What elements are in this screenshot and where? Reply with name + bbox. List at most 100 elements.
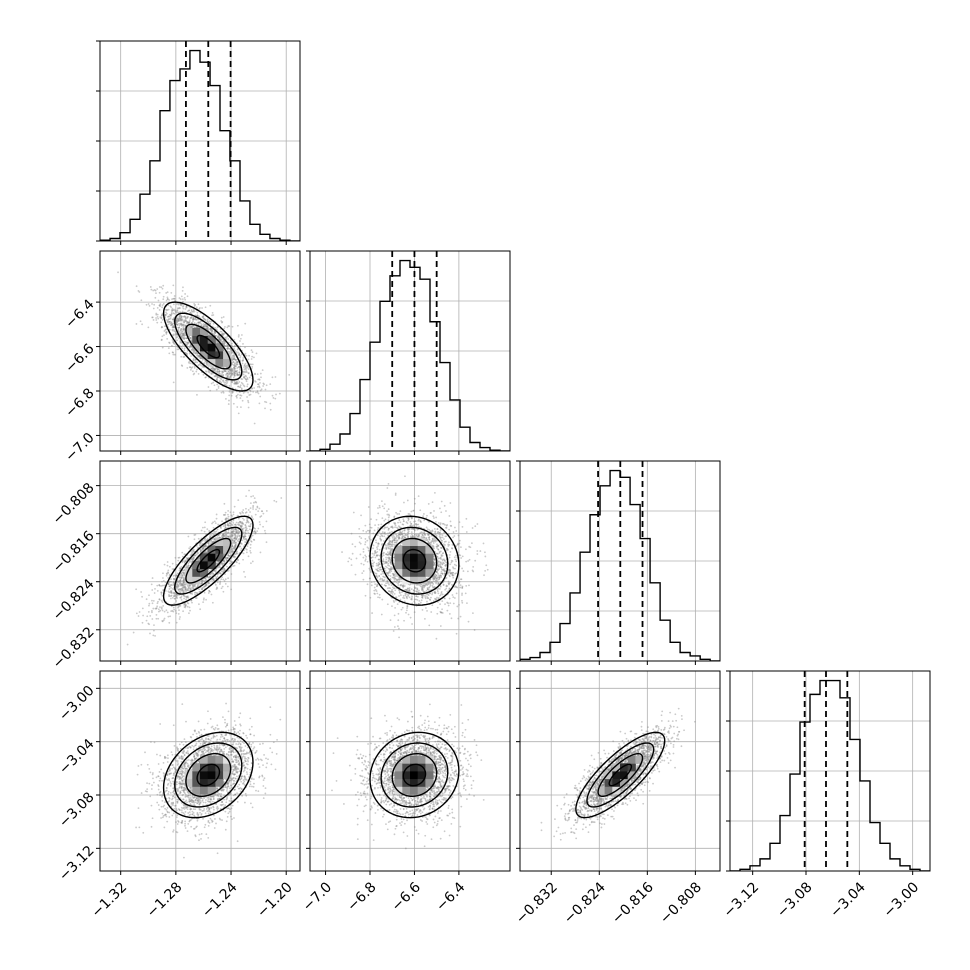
scatter-point bbox=[177, 320, 179, 323]
scatter-point bbox=[171, 329, 174, 332]
scatter-point bbox=[236, 360, 239, 363]
scatter-point bbox=[215, 567, 218, 570]
scatter-point bbox=[236, 361, 239, 363]
scatter-point bbox=[251, 387, 254, 390]
scatter-point bbox=[174, 311, 177, 314]
scatter-point bbox=[249, 524, 252, 526]
scatter-point bbox=[192, 318, 194, 321]
scatter-point bbox=[261, 369, 264, 372]
scatter-point bbox=[234, 382, 237, 385]
scatter-point bbox=[216, 336, 219, 339]
scatter-point bbox=[212, 367, 215, 370]
scatter-point bbox=[222, 590, 225, 593]
scatter-point bbox=[172, 583, 175, 586]
scatter-point bbox=[191, 325, 193, 328]
scatter-point bbox=[173, 312, 176, 315]
scatter-point bbox=[210, 373, 213, 375]
scatter-point bbox=[223, 369, 226, 372]
scatter-point bbox=[194, 352, 197, 355]
scatter-point bbox=[155, 319, 158, 321]
scatter-point bbox=[207, 576, 210, 579]
scatter-point bbox=[187, 321, 190, 324]
scatter-point bbox=[217, 335, 220, 338]
scatter-point bbox=[230, 523, 232, 525]
scatter-point bbox=[170, 309, 173, 311]
scatter-point bbox=[212, 369, 215, 372]
scatter-point bbox=[227, 510, 230, 512]
scatter-point bbox=[187, 597, 190, 599]
scatter-point bbox=[215, 517, 218, 520]
scatter-point bbox=[201, 580, 204, 583]
scatter-point bbox=[222, 341, 225, 344]
scatter-point bbox=[225, 517, 228, 520]
scatter-point bbox=[233, 369, 236, 371]
scatter-point bbox=[224, 370, 227, 373]
scatter-point bbox=[186, 321, 189, 323]
scatter-point bbox=[226, 346, 229, 349]
scatter-point bbox=[179, 591, 182, 594]
scatter-point bbox=[240, 527, 243, 530]
scatter-point bbox=[188, 584, 191, 586]
scatter-point bbox=[232, 352, 235, 355]
scatter-point bbox=[212, 372, 214, 375]
scatter-point bbox=[249, 546, 252, 549]
scatter-point bbox=[172, 381, 175, 384]
scatter-point bbox=[173, 330, 176, 333]
scatter-point bbox=[202, 547, 205, 550]
scatter-point bbox=[205, 325, 207, 328]
scatter-point bbox=[175, 303, 178, 305]
scatter-point bbox=[244, 346, 246, 349]
scatter-point bbox=[158, 598, 161, 601]
scatter-point bbox=[275, 393, 277, 396]
scatter-point bbox=[207, 582, 210, 585]
scatter-point bbox=[192, 585, 195, 587]
scatter-point bbox=[182, 334, 185, 337]
scatter-point bbox=[223, 514, 226, 516]
scatter-point bbox=[182, 572, 185, 575]
scatter-point bbox=[244, 541, 246, 543]
scatter-point bbox=[241, 522, 244, 525]
scatter-point bbox=[211, 366, 214, 369]
scatter-point bbox=[161, 620, 164, 623]
scatter-point bbox=[246, 364, 249, 367]
density-cell bbox=[223, 358, 232, 367]
scatter-point bbox=[236, 373, 239, 376]
scatter-point bbox=[234, 358, 237, 361]
scatter-point bbox=[247, 358, 250, 361]
density-cell bbox=[192, 335, 201, 344]
scatter-point bbox=[182, 337, 184, 340]
scatter-point bbox=[227, 535, 230, 538]
scatter-point bbox=[234, 381, 237, 384]
scatter-point bbox=[173, 595, 175, 597]
scatter-point bbox=[216, 535, 219, 537]
scatter-point bbox=[239, 512, 242, 515]
scatter-point bbox=[184, 351, 187, 354]
scatter-point bbox=[162, 604, 165, 607]
scatter-point bbox=[177, 319, 180, 321]
scatter-point bbox=[235, 370, 238, 373]
scatter-point bbox=[230, 363, 233, 365]
scatter-point bbox=[222, 390, 224, 393]
scatter-point bbox=[171, 562, 174, 565]
scatter-point bbox=[145, 303, 148, 306]
scatter-point bbox=[208, 333, 211, 336]
scatter-point bbox=[222, 536, 225, 539]
scatter-point bbox=[231, 372, 234, 375]
scatter-point bbox=[185, 322, 188, 325]
scatter-point bbox=[233, 358, 236, 361]
scatter-point bbox=[250, 374, 253, 377]
scatter-point bbox=[161, 601, 164, 603]
scatter-point bbox=[262, 525, 264, 528]
scatter-point bbox=[240, 381, 243, 384]
scatter-point bbox=[242, 359, 244, 361]
scatter-point bbox=[233, 357, 236, 360]
scatter-point bbox=[238, 366, 241, 369]
scatter-point bbox=[184, 587, 187, 590]
scatter-point bbox=[238, 371, 241, 374]
scatter-point bbox=[192, 558, 195, 561]
scatter-point bbox=[151, 618, 154, 620]
scatter-point bbox=[201, 549, 204, 552]
scatter-point bbox=[209, 576, 212, 578]
scatter-point bbox=[242, 523, 245, 525]
scatter-point bbox=[175, 311, 178, 314]
